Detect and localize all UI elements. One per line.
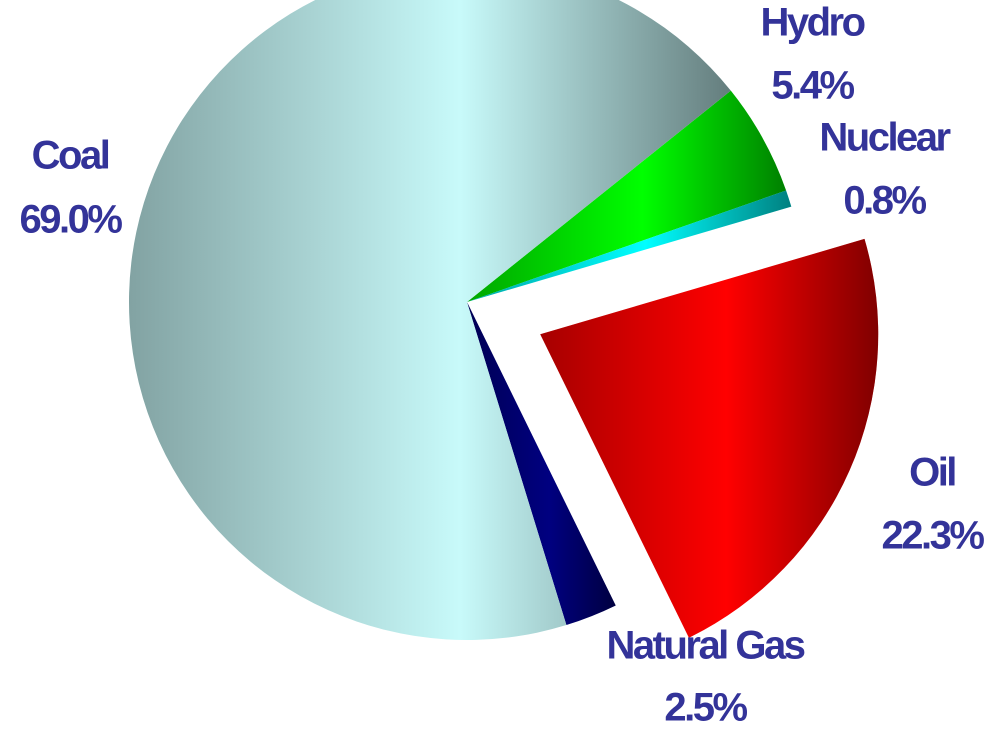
slice-shade: [467, 190, 792, 302]
slice-name: Coal: [32, 134, 109, 178]
slice-shade: [540, 238, 879, 638]
slice-value-label: 69.0%: [20, 198, 123, 242]
slice-name: Nuclear: [819, 116, 950, 160]
slice-value-label: 22.3%: [882, 514, 985, 558]
slice-name: Hydro: [760, 1, 864, 45]
slice-name: Natural Gas: [606, 624, 804, 668]
slice-value-label: 0.8%: [843, 179, 926, 223]
slice-value-label: 2.5%: [664, 686, 747, 729]
slice-value-label: 5.4%: [771, 64, 854, 108]
slice-shade: [467, 302, 616, 626]
slice-shade: [467, 90, 787, 302]
slice-shade: [129, 0, 731, 640]
slice-name: Oil: [909, 451, 955, 495]
